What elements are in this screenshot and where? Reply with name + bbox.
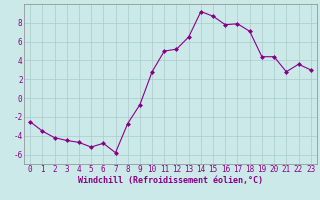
- X-axis label: Windchill (Refroidissement éolien,°C): Windchill (Refroidissement éolien,°C): [78, 176, 263, 185]
